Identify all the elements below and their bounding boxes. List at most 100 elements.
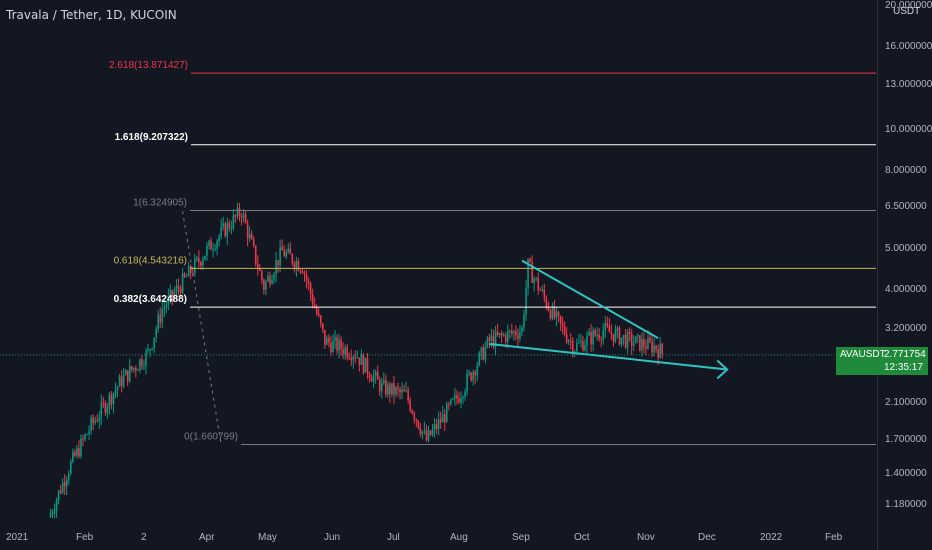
y-tick: 16.000000 — [885, 41, 932, 52]
last-price: 2.771754 — [884, 349, 926, 360]
candle-body — [244, 213, 247, 223]
candle-body — [360, 354, 363, 365]
candle-body — [576, 343, 578, 352]
x-tick: 2 — [141, 532, 147, 543]
candle-body — [151, 347, 153, 350]
candle-body — [578, 342, 580, 344]
candle-body — [460, 398, 462, 403]
candle-body — [311, 294, 314, 305]
candle-body — [147, 349, 149, 352]
candle-body — [100, 402, 103, 418]
candle-body — [338, 339, 340, 351]
y-tick: 8.000000 — [885, 165, 927, 176]
candle-body — [598, 334, 600, 339]
candle-body — [189, 266, 192, 274]
price-axis[interactable] — [877, 0, 932, 550]
candle-body — [295, 261, 298, 269]
candle-body — [431, 429, 434, 436]
candle-body — [358, 357, 361, 365]
candle-body — [328, 337, 330, 343]
candle-body — [265, 281, 267, 290]
candle-body — [413, 413, 416, 420]
candle-body — [246, 222, 249, 239]
candle-body — [364, 357, 367, 373]
fib-diagonal-line — [182, 211, 222, 445]
candle-body — [608, 326, 611, 333]
candle-body — [574, 351, 576, 353]
candle-body — [596, 334, 598, 336]
x-tick: Feb — [76, 532, 94, 543]
candle-body — [641, 339, 643, 351]
candle-body — [380, 383, 383, 392]
candle-body — [216, 240, 218, 249]
candle-body — [539, 289, 542, 291]
candle-body — [515, 331, 517, 336]
candle-body — [452, 398, 454, 400]
candle-body — [200, 262, 202, 266]
candle-body — [307, 280, 310, 284]
candle-body — [167, 296, 170, 306]
candle-body — [490, 335, 493, 341]
candle-body — [425, 430, 428, 441]
x-tick: 2022 — [760, 532, 783, 543]
candle-body — [647, 337, 649, 349]
candle-body — [267, 275, 269, 282]
candle-body — [118, 376, 121, 387]
candle-body — [112, 393, 115, 405]
candle-body — [423, 430, 426, 432]
candle-body — [228, 222, 231, 229]
candle-body — [70, 461, 72, 474]
candle-body — [128, 366, 131, 382]
candle-body — [639, 335, 641, 351]
candle-body — [90, 417, 92, 432]
trendline — [489, 342, 728, 371]
candle-body — [277, 260, 279, 266]
candle-body — [543, 289, 546, 298]
candle-body — [478, 352, 481, 366]
candle-body — [470, 372, 472, 381]
candle-body — [437, 419, 440, 429]
candle-body — [175, 285, 178, 292]
candle-body — [643, 339, 645, 347]
candle-body — [102, 402, 105, 404]
candle-body — [153, 337, 155, 348]
x-tick: Apr — [199, 532, 215, 543]
candle-body — [275, 260, 277, 275]
candle-body — [409, 400, 411, 411]
candle-body — [63, 482, 66, 487]
candle-body — [628, 331, 631, 335]
x-tick: Dec — [698, 532, 716, 543]
candle-body — [171, 289, 174, 297]
candle-body — [563, 325, 566, 335]
candle-body — [330, 342, 332, 353]
candle-body — [604, 323, 607, 331]
candle-body — [98, 417, 101, 422]
candle-body — [476, 365, 479, 376]
candle-body — [368, 373, 371, 379]
candle-body — [374, 371, 377, 376]
candle-body — [301, 271, 304, 274]
candle-body — [545, 297, 548, 307]
candle-body — [218, 235, 220, 241]
candle-body — [405, 390, 407, 392]
candle-body — [519, 332, 521, 339]
candle-body — [126, 370, 129, 382]
candle-body — [407, 390, 409, 401]
candle-body — [143, 366, 145, 368]
candle-body — [250, 234, 253, 240]
candle-body — [443, 414, 446, 423]
candle-body — [92, 417, 94, 423]
candle-body — [472, 371, 474, 381]
candle-body — [417, 420, 420, 429]
candle-body — [163, 307, 166, 310]
fib-level-label: 1.618(9.207322) — [115, 132, 188, 143]
candle-body — [610, 332, 613, 334]
candle-body — [659, 343, 661, 358]
candle-body — [397, 387, 399, 390]
candle-body — [238, 207, 241, 217]
candle-body — [332, 340, 334, 353]
candle-body — [212, 249, 214, 251]
candle-body — [466, 373, 468, 392]
